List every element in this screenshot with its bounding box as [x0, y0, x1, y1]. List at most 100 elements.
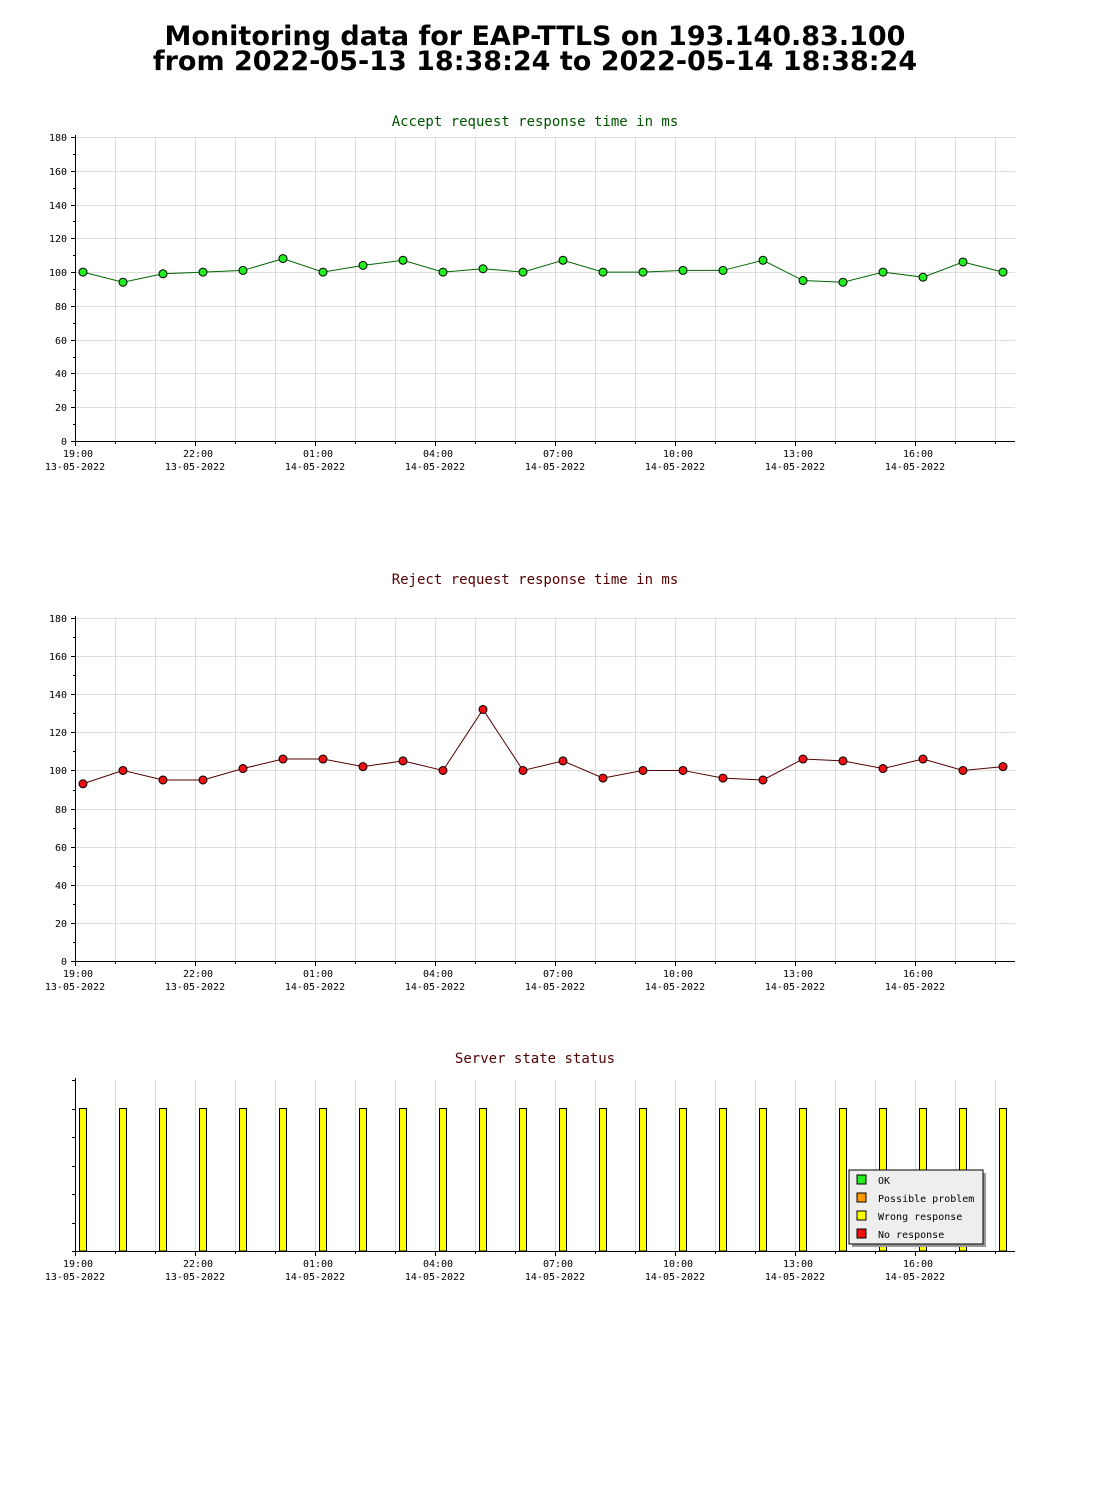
accept-chart: Accept request response time in ms 0 20 40 6… — [45, 114, 1015, 473]
reject-data-point — [398, 756, 408, 766]
status-bar — [199, 1108, 207, 1252]
x-tick-label-time: 19:00 — [63, 449, 93, 460]
reject-chart-title: Reject request response time in ms — [392, 572, 679, 588]
y-tick-label: 120 — [49, 234, 67, 245]
status-bar — [79, 1108, 87, 1252]
accept-data-point — [238, 265, 248, 275]
reject-data-point — [918, 754, 928, 764]
status-bar — [239, 1108, 247, 1252]
legend-swatch — [856, 1228, 867, 1239]
status-chart-title: Server state status — [455, 1051, 615, 1067]
reject-data-point — [598, 773, 608, 783]
reject-data-point — [438, 765, 448, 775]
x-tick-label-date: 14-05-2022 — [885, 1272, 945, 1283]
x-tick-label-time: 19:00 — [63, 1259, 93, 1270]
accept-data-point — [438, 267, 448, 277]
x-tick-label-time: 10:00 — [663, 449, 693, 460]
x-tick-label-date: 14-05-2022 — [645, 982, 705, 993]
accept-data-point — [878, 267, 888, 277]
accept-chart-title: Accept request response time in ms — [392, 114, 679, 130]
reject-data-point — [318, 754, 328, 764]
reject-data-point — [78, 779, 88, 789]
accept-data-point — [798, 276, 808, 286]
legend-label: No response — [878, 1230, 944, 1241]
x-tick-label-date: 13-05-2022 — [165, 982, 225, 993]
accept-data-point — [638, 267, 648, 277]
x-tick-label-date: 14-05-2022 — [765, 982, 825, 993]
status-legend: OK Possible problem Wrong response No respo… — [848, 1169, 986, 1247]
accept-data-point — [518, 267, 528, 277]
status-bar — [999, 1108, 1007, 1252]
reject-data-point — [358, 762, 368, 772]
x-tick-label-date: 14-05-2022 — [405, 1272, 465, 1283]
accept-data-point — [278, 254, 288, 264]
x-tick-label-time: 19:00 — [63, 969, 93, 980]
x-tick-label-time: 01:00 — [303, 1259, 333, 1270]
x-tick-label-time: 07:00 — [543, 449, 573, 460]
x-tick-label-date: 14-05-2022 — [765, 462, 825, 473]
status-bar — [119, 1108, 127, 1252]
x-tick-label-time: 22:00 — [183, 969, 213, 980]
reject-data-point — [958, 765, 968, 775]
y-tick-label: 140 — [49, 201, 67, 212]
status-bar — [679, 1108, 687, 1252]
x-tick-label-date: 13-05-2022 — [165, 1272, 225, 1283]
legend-swatch — [856, 1210, 867, 1221]
legend-box — [848, 1169, 984, 1245]
reject-data-point — [238, 764, 248, 774]
reject-data-point — [718, 773, 728, 783]
accept-data-point — [678, 265, 688, 275]
status-bar — [439, 1108, 447, 1252]
status-bar — [759, 1108, 767, 1252]
accept-data-point — [318, 267, 328, 277]
x-tick-label-date: 14-05-2022 — [405, 462, 465, 473]
reject-data-point — [758, 775, 768, 785]
x-tick-label-date: 14-05-2022 — [525, 1272, 585, 1283]
y-tick-label: 80 — [55, 805, 67, 816]
legend-swatch — [856, 1174, 867, 1185]
reject-data-point — [838, 756, 848, 766]
x-tick-label-date: 14-05-2022 — [885, 982, 945, 993]
legend-label: Wrong response — [878, 1212, 962, 1223]
page-title-line2: from 2022-05-13 18:38:24 to 2022-05-14 1… — [152, 46, 918, 77]
legend-swatch — [856, 1192, 867, 1203]
accept-data-point — [398, 255, 408, 265]
reject-data-point — [118, 765, 128, 775]
status-bar — [799, 1108, 807, 1252]
status-bar — [839, 1108, 847, 1252]
accept-data-point — [718, 265, 728, 275]
x-tick-label-date: 14-05-2022 — [525, 462, 585, 473]
status-bar — [159, 1108, 167, 1252]
accept-data-point — [198, 267, 208, 277]
x-tick-label-time: 01:00 — [303, 449, 333, 460]
y-tick-label: 180 — [49, 614, 67, 625]
x-tick-label-time: 04:00 — [423, 449, 453, 460]
x-tick-label-date: 14-05-2022 — [525, 982, 585, 993]
x-tick-label-time: 01:00 — [303, 969, 333, 980]
legend-label: Possible problem — [878, 1194, 974, 1205]
x-tick-label-time: 07:00 — [543, 969, 573, 980]
reject-data-point — [638, 765, 648, 775]
status-bar — [399, 1108, 407, 1252]
status-bar — [519, 1108, 527, 1252]
x-tick-label-date: 14-05-2022 — [285, 462, 345, 473]
x-tick-label-date: 14-05-2022 — [645, 462, 705, 473]
y-tick-label: 120 — [49, 728, 67, 739]
x-tick-label-date: 13-05-2022 — [45, 982, 105, 993]
page-title: Monitoring data for EAP-TTLS on 193.140.… — [0, 23, 1070, 77]
accept-data-point — [998, 267, 1008, 277]
legend-label: OK — [878, 1176, 890, 1187]
accept-data-point — [838, 277, 848, 287]
accept-data-point — [758, 255, 768, 265]
x-tick-label-date: 13-05-2022 — [45, 1272, 105, 1283]
reject-data-point — [558, 756, 568, 766]
accept-data-point — [158, 269, 168, 279]
reject-data-point — [278, 754, 288, 764]
x-tick-label-time: 13:00 — [783, 969, 813, 980]
status-chart: Server state status 19:00 13-05-2022 22:00 1… — [45, 1051, 1015, 1283]
status-bar — [599, 1108, 607, 1252]
y-tick-label: 0 — [61, 437, 67, 448]
y-tick-label: 140 — [49, 690, 67, 701]
x-tick-label-time: 22:00 — [183, 449, 213, 460]
